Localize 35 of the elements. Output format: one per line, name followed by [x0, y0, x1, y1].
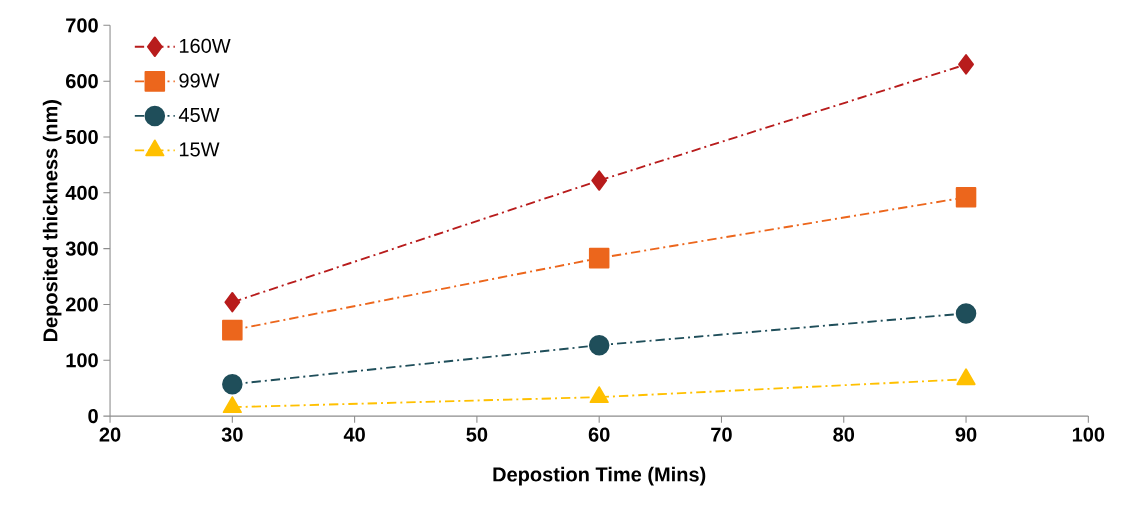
y-tick-label: 0	[88, 408, 98, 424]
x-axis-title: Depostion Time (Mins)	[493, 466, 706, 486]
point	[222, 373, 243, 395]
legend-label: 45W	[178, 107, 220, 122]
x-tick-label: 20	[99, 427, 121, 442]
point	[958, 54, 974, 75]
y-tick-label: 200	[65, 297, 98, 312]
y-tick-label: 600	[66, 74, 98, 89]
point	[956, 368, 976, 386]
y-tick-label: 700	[66, 18, 98, 33]
legend-label: 15W	[179, 142, 220, 157]
x-tick-label: 100	[1072, 427, 1105, 442]
point	[591, 170, 608, 191]
legend-label: 160W	[179, 38, 231, 53]
x-tick-label: 90	[955, 427, 977, 442]
x-tick-label: 30	[221, 427, 243, 442]
y-tick-label: 400	[65, 185, 98, 200]
y-tick-label: 500	[65, 129, 98, 144]
point	[589, 386, 609, 404]
x-tick-label: 50	[466, 427, 488, 442]
point	[588, 247, 610, 269]
point	[588, 334, 610, 356]
point	[222, 319, 243, 341]
y-axis-title: Deposited thickness (nm)	[42, 99, 62, 342]
legend-label: 99W	[179, 73, 220, 88]
x-tick-label: 40	[343, 427, 365, 442]
x-tick-label: 70	[711, 427, 732, 442]
point	[224, 291, 241, 313]
y-tick-label: 100	[66, 353, 98, 368]
x-tick-label: 60	[588, 427, 610, 442]
y-tick-label: 300	[65, 241, 98, 256]
point	[955, 303, 977, 324]
point	[955, 186, 977, 208]
x-tick-label: 80	[833, 427, 855, 442]
point	[222, 396, 242, 414]
